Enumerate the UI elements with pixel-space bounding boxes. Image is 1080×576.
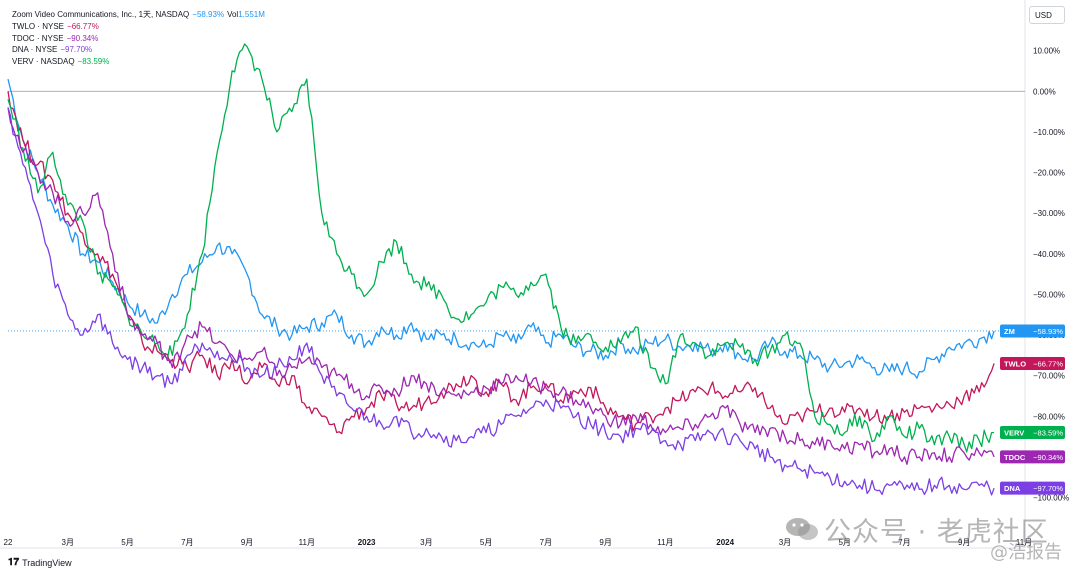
series-line-tdoc xyxy=(7,107,995,465)
legend-item-change: −66.77% xyxy=(67,21,99,31)
series-line-twlo xyxy=(7,91,995,435)
y-tick-label: −40.00% xyxy=(1033,250,1065,259)
watermark-text: 公众号 · 老虎社区 xyxy=(824,517,1049,548)
series-line-verv xyxy=(7,43,995,453)
tradingview-brand: TradingView xyxy=(22,557,72,568)
x-tick-label: 5月 xyxy=(480,538,492,547)
x-tick-label: 2024 xyxy=(716,538,734,547)
y-tick-label: −100.00% xyxy=(1033,494,1069,503)
series-label-text: TWLO xyxy=(1004,359,1026,368)
x-tick-label: 5月 xyxy=(838,538,850,547)
series-label-text: ZM xyxy=(1004,327,1015,336)
last-value-label-tdoc: TDOC −90.34% xyxy=(1000,450,1065,464)
legend-item-twlo[interactable]: TWLO · NYSE −66.77% xyxy=(12,21,268,33)
y-tick-label: −10.00% xyxy=(1033,128,1065,137)
x-tick-label: 7月 xyxy=(181,538,193,547)
legend-item-tdoc[interactable]: TDOC · NYSE −90.34% xyxy=(12,33,268,45)
x-tick-label: 3月 xyxy=(62,538,74,547)
legend-main[interactable]: Zoom Video Communications, Inc., 1天, NAS… xyxy=(12,9,268,21)
x-tick-label: 7月 xyxy=(898,538,910,547)
series-line-zm xyxy=(7,78,995,379)
x-tick-label: 7月 xyxy=(540,538,552,547)
series-line-dna xyxy=(7,107,995,496)
legend-item-verv[interactable]: VERV · NASDAQ −83.59% xyxy=(12,56,268,68)
currency-button[interactable]: USD xyxy=(1029,6,1065,24)
tradingview-icon: 𝟏𝟕 xyxy=(8,557,20,568)
y-tick-label: 0.00% xyxy=(1033,87,1056,96)
legend-item-name: TWLO · NYSE xyxy=(12,21,65,31)
x-tick-label: 9月 xyxy=(599,538,611,547)
series-final-value: −58.93% xyxy=(1033,327,1063,336)
y-tick-label: −30.00% xyxy=(1033,209,1065,218)
legend-item-change: −83.59% xyxy=(77,57,110,67)
series-label-text: DNA xyxy=(1004,484,1021,493)
x-tick-label: 2023 xyxy=(358,538,376,547)
y-tick-label: −50.00% xyxy=(1033,290,1065,299)
legend-main-change: −58.93% xyxy=(192,10,225,19)
series-label-text: TDOC xyxy=(1004,453,1026,462)
legend-item-name: DNA · NYSE xyxy=(12,45,58,55)
legend-item-name: TDOC · NYSE xyxy=(12,33,64,43)
x-tick-label: 11月 xyxy=(657,538,673,547)
legend-main-name: Zoom Video Communications, Inc., 1天, NAS… xyxy=(12,10,190,19)
axis-layer: 20.00%10.00%0.00%−10.00%−20.00%−30.00%−4… xyxy=(0,0,1069,549)
last-value-labels: ZM −58.93% TWLO −66.77% VERV −83.59% TDOC −90.3… xyxy=(1000,324,1065,495)
series-label-text: VERV xyxy=(1004,429,1024,438)
wechat-icon xyxy=(786,518,818,540)
x-tick-label: 5月 xyxy=(121,538,133,547)
x-tick-label: 9月 xyxy=(958,538,970,547)
last-value-label-dna: DNA −97.70% xyxy=(1000,481,1065,495)
x-tick-label: 3月 xyxy=(420,538,432,547)
x-tick-label: 3月 xyxy=(779,538,791,547)
x-tick-label: 9月 xyxy=(241,538,253,547)
y-tick-label: −70.00% xyxy=(1033,372,1065,381)
last-value-label-zm: ZM −58.93% xyxy=(1000,324,1065,338)
x-tick-label: 11月 xyxy=(1016,538,1032,547)
series-final-value: −66.77% xyxy=(1033,359,1063,368)
last-value-label-twlo: TWLO −66.77% xyxy=(1000,356,1065,370)
y-tick-label: −80.00% xyxy=(1033,412,1065,421)
series-layer xyxy=(7,43,995,496)
y-tick-label: −20.00% xyxy=(1033,169,1065,178)
last-value-label-verv: VERV −83.59% xyxy=(1000,426,1065,439)
legend-item-dna[interactable]: DNA · NYSE −97.70% xyxy=(12,44,268,56)
x-tick-label: 11月 xyxy=(299,538,315,547)
y-tick-label: 10.00% xyxy=(1033,47,1060,56)
legend-vol-value: 1.551M xyxy=(238,10,265,19)
series-final-value: −97.70% xyxy=(1033,484,1063,493)
legend-vol-label: Vol xyxy=(227,10,239,19)
series-final-value: −90.34% xyxy=(1033,453,1063,462)
chart-legend: Zoom Video Communications, Inc., 1天, NAS… xyxy=(12,9,268,68)
x-tick-label: 22 xyxy=(4,538,13,547)
tradingview-logo[interactable]: 𝟏𝟕 TradingView xyxy=(8,557,72,568)
legend-item-change: −90.34% xyxy=(66,33,99,43)
legend-item-change: −97.70% xyxy=(60,45,93,55)
watermark-handle: @浩报告 xyxy=(990,542,1062,563)
series-final-value: −83.59% xyxy=(1033,429,1063,438)
legend-item-name: VERV · NASDAQ xyxy=(12,57,75,67)
